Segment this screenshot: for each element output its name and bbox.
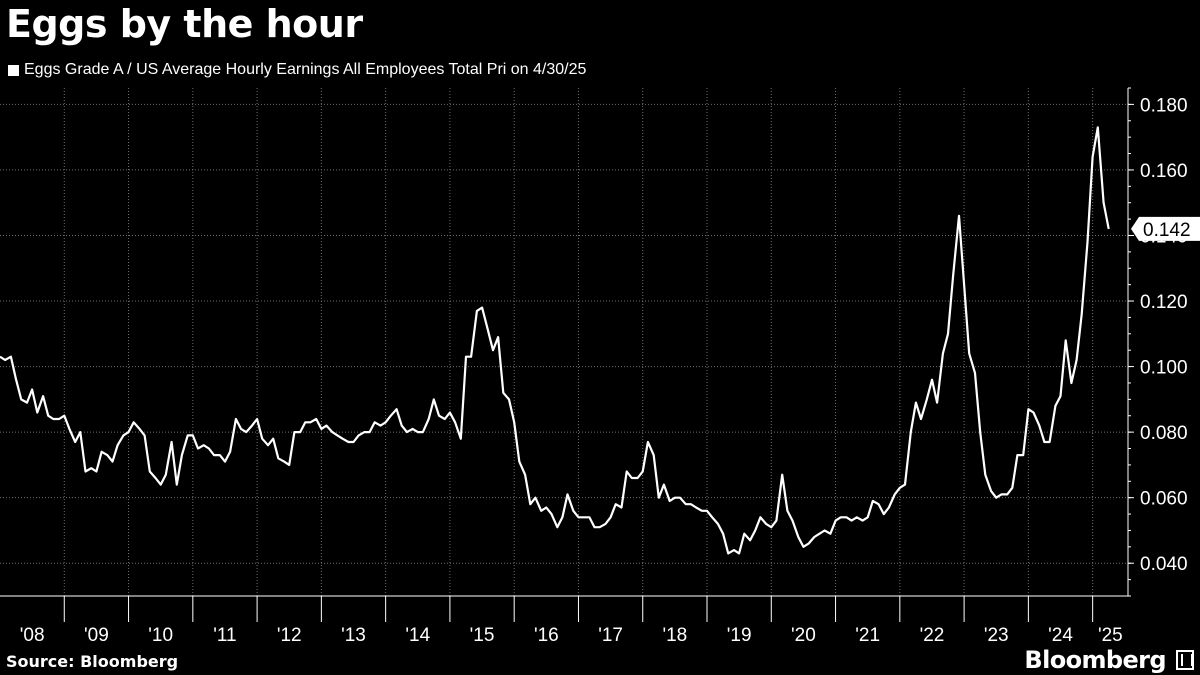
x-tick-label: '10 xyxy=(148,625,173,646)
y-tick-label: 0.040 xyxy=(1140,554,1188,575)
legend-label: Eggs Grade A / US Average Hourly Earning… xyxy=(24,61,587,78)
x-tick-label: '23 xyxy=(984,625,1009,646)
x-tick-label: '11 xyxy=(213,625,236,646)
x-tick-label: '17 xyxy=(598,625,623,646)
legend-swatch xyxy=(8,64,19,76)
grid xyxy=(0,88,1128,596)
x-tick-label: '22 xyxy=(920,625,945,646)
x-tick-label: '21 xyxy=(855,625,880,646)
legend: Eggs Grade A / US Average Hourly Earning… xyxy=(8,61,586,79)
x-tick-label: '25 xyxy=(1098,625,1123,646)
x-tick-label: '18 xyxy=(662,625,687,646)
y-tick-label: 0.060 xyxy=(1140,489,1188,510)
x-tick-label: '16 xyxy=(534,625,559,646)
x-tick-label: '08 xyxy=(20,625,45,646)
x-tick-label: '13 xyxy=(341,625,366,646)
y-tick-label: 0.180 xyxy=(1140,95,1188,116)
x-tick-label: '15 xyxy=(470,625,495,646)
last-value-label: 0.142 xyxy=(1131,216,1200,241)
x-tick-label: '20 xyxy=(791,625,816,646)
axes xyxy=(0,88,1129,597)
x-tick-label: '19 xyxy=(727,625,752,646)
y-tick-label: 0.100 xyxy=(1140,358,1188,379)
last-value-text: 0.142 xyxy=(1143,220,1191,241)
bloomberg-terminal-icon xyxy=(1176,650,1194,670)
brand-logo: Bloomberg xyxy=(1024,646,1166,674)
x-tick-label: '09 xyxy=(84,625,109,646)
y-tick-label: 0.080 xyxy=(1140,423,1188,444)
last-value-flag xyxy=(1131,216,1200,241)
chart-title: Eggs by the hour xyxy=(6,2,363,46)
y-tick-label: 0.160 xyxy=(1140,161,1188,182)
x-tick-label: '14 xyxy=(405,625,430,646)
source-note: Source: Bloomberg xyxy=(6,652,179,671)
y-tick-label: 0.120 xyxy=(1140,292,1188,313)
x-axis-ticks: '08 '09 '10 '11 '12 '13 '14 '15 '16 '17 '18 '19 '20 '… xyxy=(20,596,1123,646)
series-line xyxy=(0,126,1110,555)
x-tick-label: '12 xyxy=(277,625,302,646)
x-tick-label: '24 xyxy=(1048,625,1073,646)
